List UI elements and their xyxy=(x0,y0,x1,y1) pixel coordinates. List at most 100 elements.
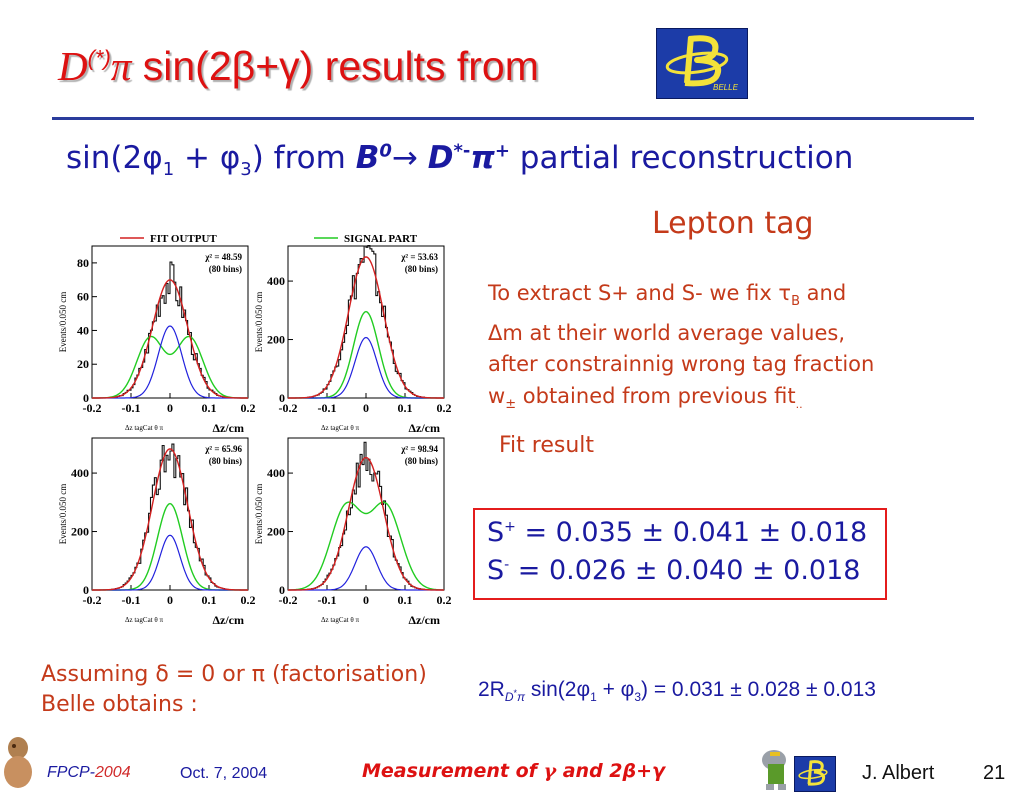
assumption-text: Assuming δ = 0 or π (factorisation) Bell… xyxy=(41,660,427,720)
x-axis-label: Δz/cm xyxy=(408,421,440,435)
x-tick-label: -0.2 xyxy=(279,593,298,607)
data-histogram xyxy=(92,261,248,399)
title-rest: sin(2β+γ) results from xyxy=(131,43,539,89)
result-sup: - xyxy=(504,557,510,573)
title-pi: π xyxy=(110,43,132,89)
footer-talk-part: and xyxy=(556,760,610,782)
signal-curve xyxy=(288,501,444,591)
description-text: To extract S+ and S- we fix τB and Δm at… xyxy=(488,278,988,420)
lepton-tag-label: Lepton tag xyxy=(652,206,814,241)
chi2-label: χ² = 65.96 xyxy=(204,444,242,454)
subtitle-d: D xyxy=(427,140,454,176)
x-tick-label: 0.2 xyxy=(437,401,452,415)
component-curve xyxy=(92,325,248,399)
x-tick-label: -0.2 xyxy=(83,401,102,415)
x-axis-label: Δz/cm xyxy=(212,421,244,435)
x-small-label: Δz tagCat θ π xyxy=(125,424,163,432)
footer-talk-part: Measurement of xyxy=(362,760,544,782)
x-tick-label: 0.2 xyxy=(437,593,452,607)
slide-title: D(*)π sin(2β+γ) results from xyxy=(58,42,539,90)
x-tick-label: 0.1 xyxy=(202,593,217,607)
title-star: (*) xyxy=(87,45,111,71)
footer-gamma: γ xyxy=(543,760,557,782)
desc-part: To extract S+ and S- we fix τ xyxy=(488,281,792,305)
fit-curve xyxy=(92,279,248,399)
subtitle-sup: 0 xyxy=(379,140,392,162)
desc-sub: ± xyxy=(505,396,517,412)
fit-plots: FIT OUTPUT SIGNAL PART -0.2 -0.1 0 0.1 0.2 0 2… xyxy=(52,228,468,638)
x-tick-label: 0.1 xyxy=(398,401,413,415)
subtitle-sup: + xyxy=(494,140,510,162)
y-tick-label: 20 xyxy=(77,357,89,371)
subtitle-part: partial reconstruction xyxy=(509,140,854,176)
y-tick-label: 400 xyxy=(267,274,285,288)
y-axis-label: Events/0.050 cm xyxy=(58,292,68,353)
s-plus-result: S+ = 0.035 ± 0.041 ± 0.018 xyxy=(487,517,867,548)
desc-part: w xyxy=(488,383,506,408)
x-tick-label: -0.1 xyxy=(122,401,141,415)
subtitle-sub: 3 xyxy=(240,159,252,181)
chi2-label: χ² = 98.94 xyxy=(400,444,438,454)
y-tick-label: 200 xyxy=(71,525,89,539)
desc-line: after constrainnig wrong tag fraction xyxy=(488,352,875,377)
bins-label: (80 bins) xyxy=(405,264,438,274)
fit-plots-svg: FIT OUTPUT SIGNAL PART -0.2 -0.1 0 0.1 0.2 0 2… xyxy=(58,233,452,627)
formula-sub: 3 xyxy=(634,690,641,705)
y-tick-label: 200 xyxy=(267,333,285,347)
desc-sub: B xyxy=(791,294,800,310)
desc-dots: .. xyxy=(795,397,803,411)
component-curve xyxy=(288,546,444,591)
signal-curve xyxy=(92,335,248,399)
fit-curve xyxy=(288,256,444,399)
belle-logo-text: BELLE xyxy=(713,83,738,92)
bins-label: (80 bins) xyxy=(405,456,438,466)
formula-sup: * xyxy=(513,688,518,699)
footer-year: 2004 xyxy=(95,764,131,781)
mascot-figure-left xyxy=(0,734,36,792)
s-minus-result: S- = 0.026 ± 0.040 ± 0.018 xyxy=(487,555,860,586)
x-small-label: Δz tagCat θ π xyxy=(321,616,359,624)
formula-part: ) = 0.031 ± 0.028 ± 0.013 xyxy=(641,678,876,701)
y-axis-label: Events/0.050 cm xyxy=(254,292,264,353)
subtitle-b0: B xyxy=(355,140,380,176)
desc-part: obtained from previous fit xyxy=(516,383,796,408)
x-tick-label: -0.1 xyxy=(318,401,337,415)
result-box: S+ = 0.035 ± 0.041 ± 0.018 S- = 0.026 ± … xyxy=(473,508,887,600)
y-tick-label: 60 xyxy=(77,290,89,304)
desc-part: and xyxy=(800,281,847,305)
subtitle-part: ) from xyxy=(251,140,356,176)
x-tick-label: 0 xyxy=(167,401,173,415)
subtitle-sub: 1 xyxy=(162,159,175,181)
desc-line: Δm at their world average values, xyxy=(488,320,845,345)
x-tick-label: 0.1 xyxy=(202,401,217,415)
y-axis-label: Events/0.050 cm xyxy=(58,484,68,545)
formula-part: + φ xyxy=(596,678,635,701)
signal-curve xyxy=(288,310,444,399)
formula-sub: 1 xyxy=(590,690,597,705)
fit-curve xyxy=(288,456,444,591)
y-tick-label: 40 xyxy=(77,323,89,337)
footer-date: Oct. 7, 2004 xyxy=(180,765,268,782)
x-tick-label: 0 xyxy=(363,593,369,607)
y-tick-label: 80 xyxy=(77,256,89,270)
y-tick-label: 0 xyxy=(83,391,89,405)
desc-line: To extract S+ and S- we fix τB and xyxy=(488,278,988,318)
x-tick-label: 0.2 xyxy=(241,593,256,607)
footer-talk-part: 2β+γ xyxy=(609,760,665,782)
subtitle-pi: π xyxy=(470,140,495,176)
formula-part: 2R xyxy=(478,678,505,701)
slide-subtitle: sin(2φ1 + φ3) from B0→ D*-π+ partial rec… xyxy=(66,140,853,180)
chi2-label: χ² = 48.59 xyxy=(204,252,242,262)
formula-sub: D xyxy=(504,690,514,705)
page-number: 21 xyxy=(983,762,1006,784)
y-tick-label: 0 xyxy=(279,391,285,405)
belle-logo: BELLE xyxy=(656,28,748,99)
x-tick-label: 0 xyxy=(167,593,173,607)
bins-label: (80 bins) xyxy=(209,456,242,466)
result-formula: 2RD*π sin(2φ1 + φ3) = 0.031 ± 0.028 ± 0.… xyxy=(478,678,876,704)
y-tick-label: 400 xyxy=(267,466,285,480)
belle-logo-small xyxy=(794,756,836,792)
footer-conf: FPCP- xyxy=(47,764,95,781)
y-tick-label: 0 xyxy=(279,583,285,597)
